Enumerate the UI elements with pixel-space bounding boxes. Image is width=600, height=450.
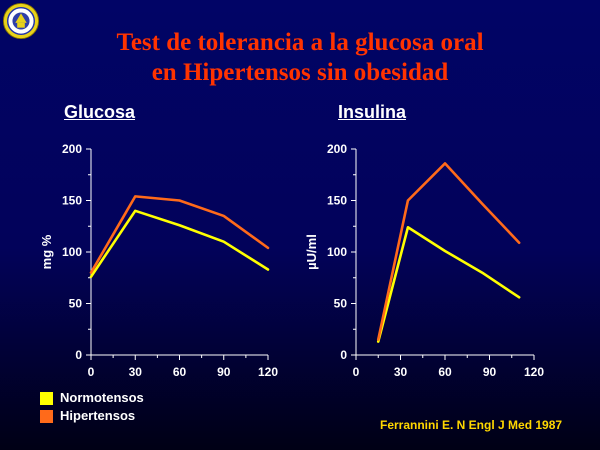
glucose-x-tick-label: 0	[88, 365, 95, 379]
glucose-y-tick-label: 200	[62, 142, 82, 156]
insulin-chart-title: Insulina	[338, 102, 407, 122]
insulin-x-tick-label: 0	[353, 365, 360, 379]
insulin-x-tick-label: 60	[438, 365, 452, 379]
legend-swatch-normotensos	[40, 392, 53, 405]
insulin-x-tick-label: 30	[394, 365, 408, 379]
insulin-y-tick-label: 100	[327, 245, 347, 259]
legend-swatch-hipertensos	[40, 410, 53, 423]
glucose-y-tick-label: 0	[75, 348, 82, 362]
glucose-y-tick-label: 100	[62, 245, 82, 259]
insulin-x-tick-label: 90	[483, 365, 497, 379]
insulin-y-tick-label: 50	[334, 297, 348, 311]
university-seal-icon	[2, 2, 40, 40]
insulin-y-tick-label: 0	[340, 348, 347, 362]
glucose-y-axis-label: mg %	[39, 234, 54, 269]
insulin-y-tick-label: 150	[327, 194, 347, 208]
glucose-x-tick-label: 60	[173, 365, 187, 379]
source-citation: Ferrannini E. N Engl J Med 1987	[380, 418, 563, 432]
insulin-x-tick-label: 120	[524, 365, 544, 379]
glucose-x-tick-label: 90	[217, 365, 231, 379]
glucose-y-tick-label: 150	[62, 194, 82, 208]
glucose-series-hipertensos	[89, 195, 270, 274]
slide-title-line-1: Test de tolerancia a la glucosa oral	[116, 29, 484, 56]
slide-title-line-2: en Hipertensos sin obesidad	[151, 59, 449, 86]
glucose-series-normotensos	[89, 209, 270, 279]
legend-label-normotensos: Normotensos	[60, 390, 144, 405]
glucose-y-tick-label: 50	[69, 297, 83, 311]
insulin-y-axis-label: µU/ml	[304, 234, 319, 270]
insulin-series-hipertensos	[376, 162, 521, 341]
legend-label-hipertensos: Hipertensos	[60, 408, 136, 423]
glucose-chart-title: Glucosa	[64, 102, 136, 122]
glucose-x-tick-label: 30	[129, 365, 143, 379]
glucose-x-tick-label: 120	[258, 365, 278, 379]
insulin-y-tick-label: 200	[327, 142, 347, 156]
insulin-series-normotensos	[376, 225, 521, 343]
